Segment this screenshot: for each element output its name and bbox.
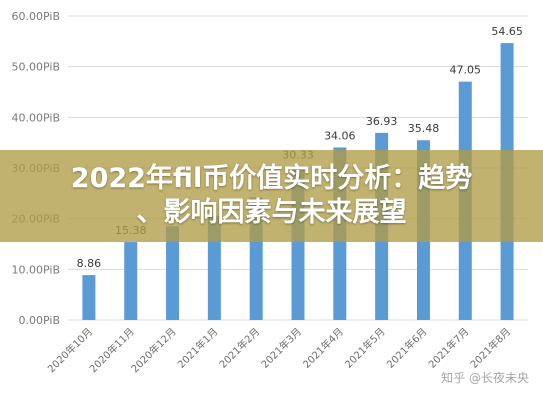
y-tick-label: 0.00PiB [19,314,61,327]
x-tick-label: 2021年2月 [216,325,262,371]
x-axis-ticks: 2020年10月2020年11月2020年12月2021年1月2021年2月20… [45,325,514,375]
data-label: 8.86 [77,257,102,270]
bar [207,216,221,320]
x-tick-label: 2021年1月 [175,325,221,371]
data-label: 54.65 [491,25,523,38]
x-tick-label: 2021年8月 [467,325,513,371]
banner-title-line-1: 2022年fil币价值实时分析：趋势 [70,163,473,194]
y-tick-label: 50.00PiB [12,61,61,74]
bar [166,226,180,320]
data-label: 35.48 [408,122,440,135]
data-label: 47.05 [450,64,482,77]
banner-title-line-2: 、影响因素与未来展望 [136,197,407,228]
x-tick-label: 2021年7月 [426,325,472,371]
y-tick-label: 40.00PiB [12,111,61,124]
x-tick-label: 2021年6月 [384,325,430,371]
title-banner: 2022年fil币价值实时分析：趋势 、影响因素与未来展望 [0,150,543,242]
y-tick-label: 10.00PiB [12,263,61,276]
bar [124,242,138,320]
y-tick-label: 60.00PiB [12,10,61,23]
x-tick-label: 2020年12月 [128,325,178,375]
watermark: 知乎 @长夜未央 [441,369,529,386]
watermark-text: 知乎 @长夜未央 [441,371,529,385]
x-tick-label: 2021年3月 [258,325,304,371]
x-tick-label: 2021年5月 [342,325,388,371]
data-label: 34.06 [324,129,356,142]
data-label: 36.93 [366,115,398,128]
x-tick-label: 2021年4月 [300,325,346,371]
bar [82,275,96,320]
